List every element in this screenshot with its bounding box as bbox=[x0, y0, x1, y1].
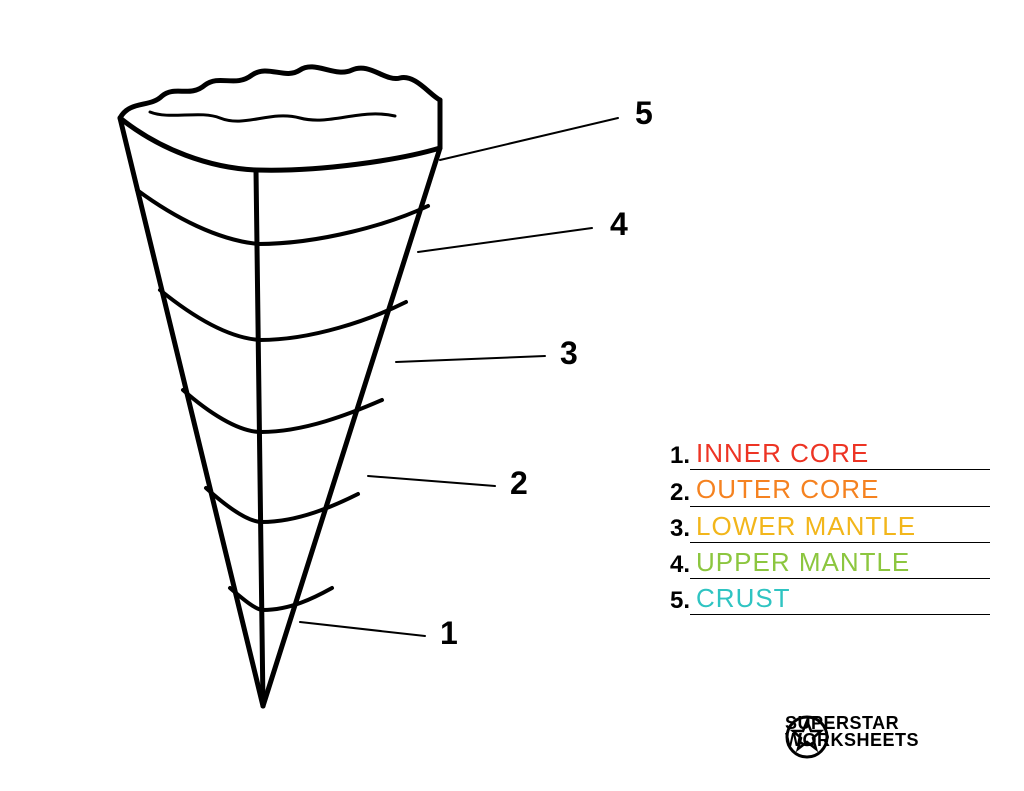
brand-logo: SUPERSTAR WORKSHEETS bbox=[785, 715, 919, 749]
earth-layers-wedge bbox=[0, 0, 1024, 791]
answer-num-2: 2. bbox=[670, 479, 690, 507]
answer-row: 2. Outer Core bbox=[670, 476, 990, 506]
pointer-label-2: 2 bbox=[510, 465, 528, 502]
answer-key: 1. Inner Core 2. Outer Core 3. Lower Man… bbox=[670, 440, 990, 621]
worksheet: { "diagram": { "type": "labeled-diagram"… bbox=[0, 0, 1024, 791]
answer-row: 4. Upper Mantle bbox=[670, 549, 990, 579]
answer-num-1: 1. bbox=[670, 442, 690, 470]
answer-num-4: 4. bbox=[670, 551, 690, 579]
answer-num-3: 3. bbox=[670, 515, 690, 543]
answer-row: 5. Crust bbox=[670, 585, 990, 615]
star-smile-icon bbox=[785, 715, 829, 759]
answer-text-5: Crust bbox=[690, 585, 990, 615]
pointer-label-3: 3 bbox=[560, 335, 578, 372]
pointer-label-5: 5 bbox=[635, 95, 653, 132]
answer-text-4: Upper Mantle bbox=[690, 549, 990, 579]
answer-text-2: Outer Core bbox=[690, 476, 990, 506]
answer-row: 3. Lower Mantle bbox=[670, 513, 990, 543]
answer-text-1: Inner Core bbox=[690, 440, 990, 470]
pointer-label-1: 1 bbox=[440, 615, 458, 652]
answer-num-5: 5. bbox=[670, 587, 690, 615]
pointer-label-4: 4 bbox=[610, 206, 628, 243]
answer-row: 1. Inner Core bbox=[670, 440, 990, 470]
answer-text-3: Lower Mantle bbox=[690, 513, 990, 543]
